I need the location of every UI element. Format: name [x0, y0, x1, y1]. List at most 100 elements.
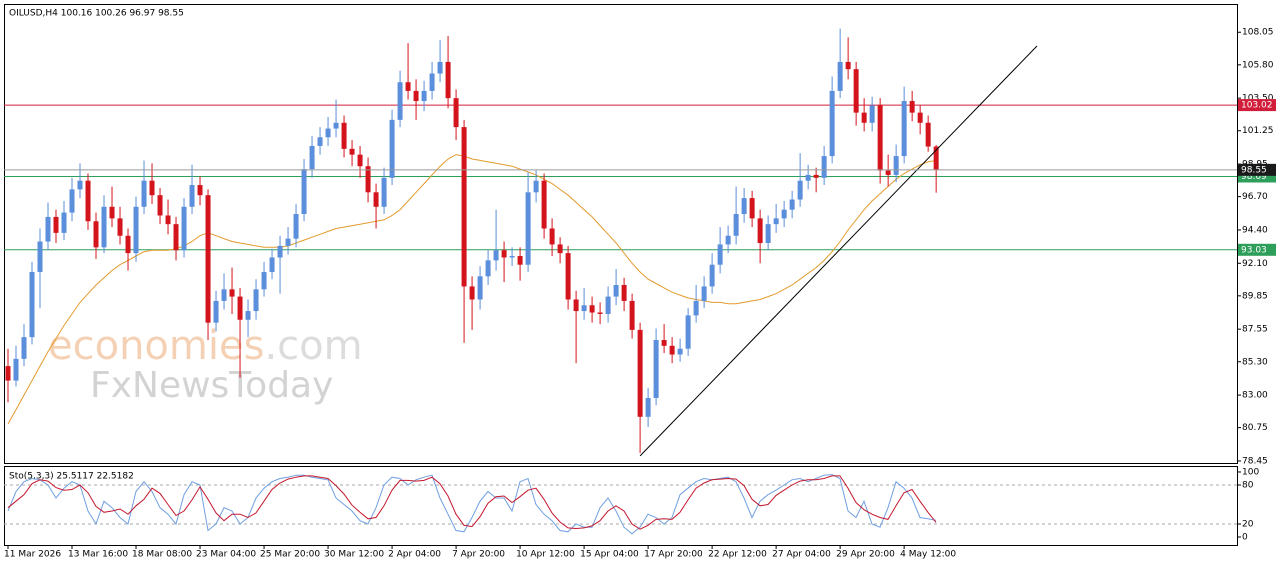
- candle-body: [597, 312, 603, 314]
- x-tick-label: 15 Apr 04:00: [580, 550, 639, 560]
- x-tick-label: 25 Mar 20:00: [260, 550, 320, 560]
- candle-body: [101, 206, 107, 248]
- candle-body: [301, 169, 307, 215]
- candle-body: [613, 284, 619, 297]
- candle-body: [461, 127, 467, 287]
- y-tick-label: 80.75: [1242, 423, 1268, 433]
- candle-body: [229, 289, 235, 297]
- candle-body: [133, 206, 139, 254]
- y-tick-label: 92.10: [1242, 259, 1268, 269]
- candle-body: [77, 180, 83, 190]
- candle-body: [189, 185, 195, 207]
- candle-body: [85, 180, 91, 222]
- candle-body: [293, 214, 299, 239]
- y-tick-label: 100: [1242, 467, 1259, 477]
- moving-average: [7, 154, 937, 425]
- trendline: [639, 45, 1038, 457]
- candle-body: [789, 199, 795, 210]
- x-tick-label: 13 Mar 16:00: [68, 550, 128, 560]
- x-tick-label: 22 Apr 12:00: [708, 550, 767, 560]
- candle-body: [677, 348, 683, 355]
- candle-body: [349, 148, 355, 155]
- candle-body: [533, 180, 539, 193]
- candle-body: [917, 112, 923, 123]
- candle-body: [685, 315, 691, 349]
- candle-body: [557, 244, 563, 254]
- candle-body: [765, 224, 771, 243]
- candle-body: [501, 250, 507, 258]
- y-tick-label: 101.25: [1242, 126, 1274, 136]
- candle-body: [845, 61, 851, 70]
- candle-body: [245, 311, 251, 320]
- x-tick-label: 4 May 12:00: [900, 550, 956, 560]
- x-tick-label: 10 Apr 12:00: [516, 550, 575, 560]
- x-tick-label: 7 Apr 20:00: [452, 550, 505, 560]
- candle-body: [517, 256, 523, 265]
- candle-body: [429, 73, 435, 91]
- candle-body: [61, 212, 67, 233]
- candle-body: [621, 284, 627, 301]
- candle-body: [93, 221, 99, 248]
- y-tick-label: 83.00: [1242, 391, 1268, 401]
- candle-body: [205, 195, 211, 323]
- candle-body: [261, 271, 267, 290]
- candle-body: [37, 241, 43, 272]
- main-panel-frame: [4, 4, 1238, 464]
- candle-body: [157, 195, 163, 216]
- candle-body: [893, 156, 899, 175]
- indicator-line: [7, 474, 937, 535]
- candle-body: [213, 300, 219, 323]
- candle-body: [805, 174, 811, 181]
- x-tick-label: 18 Mar 08:00: [132, 550, 192, 560]
- candle-body: [549, 228, 555, 245]
- candle-body: [581, 305, 587, 312]
- candle-body: [317, 137, 323, 146]
- level-label: 93.03: [1241, 245, 1267, 255]
- candle-body: [573, 299, 579, 312]
- candle-body: [197, 185, 203, 196]
- level-label: 103.02: [1241, 101, 1273, 111]
- candle-body: [53, 216, 59, 233]
- candle-body: [709, 264, 715, 287]
- chart-title: OILUSD,H4 100.16 100.26 96.97 98.55: [9, 9, 184, 19]
- candle-body: [381, 177, 387, 207]
- candle-body: [181, 206, 187, 251]
- candle-body: [149, 180, 155, 196]
- candle-body: [469, 286, 475, 300]
- candle-body: [269, 257, 275, 272]
- candle-body: [749, 198, 755, 219]
- candle-body: [821, 156, 827, 178]
- candle-body: [117, 218, 123, 236]
- y-tick-label: 96.70: [1242, 192, 1268, 202]
- candle-body: [453, 98, 459, 128]
- candle-body: [701, 286, 707, 301]
- y-tick-label: 85.30: [1242, 357, 1268, 367]
- level-label: 98.09: [1241, 172, 1267, 182]
- candle-body: [637, 329, 643, 417]
- candle-body: [221, 289, 227, 301]
- candle-body: [781, 209, 787, 219]
- candle-body: [589, 305, 595, 313]
- candle-body: [397, 82, 403, 120]
- candle-body: [933, 146, 939, 170]
- candle-body: [509, 256, 515, 258]
- candle-body: [421, 90, 427, 102]
- candle-body: [109, 206, 115, 219]
- candle-body: [541, 180, 547, 229]
- candle-body: [869, 105, 875, 123]
- candle-body: [485, 260, 491, 277]
- candle-body: [165, 215, 171, 225]
- candle-body: [173, 224, 179, 251]
- candle-body: [413, 90, 419, 102]
- y-tick-label: 108.05: [1242, 28, 1274, 38]
- y-tick-label: 0: [1242, 533, 1248, 543]
- price-label: 98.55: [1241, 165, 1267, 175]
- candle-body: [373, 192, 379, 207]
- level-label-bg: [1238, 99, 1276, 112]
- candle-body: [725, 235, 731, 245]
- candle-body: [5, 366, 11, 381]
- candle-body: [477, 276, 483, 300]
- candle-body: [405, 82, 411, 91]
